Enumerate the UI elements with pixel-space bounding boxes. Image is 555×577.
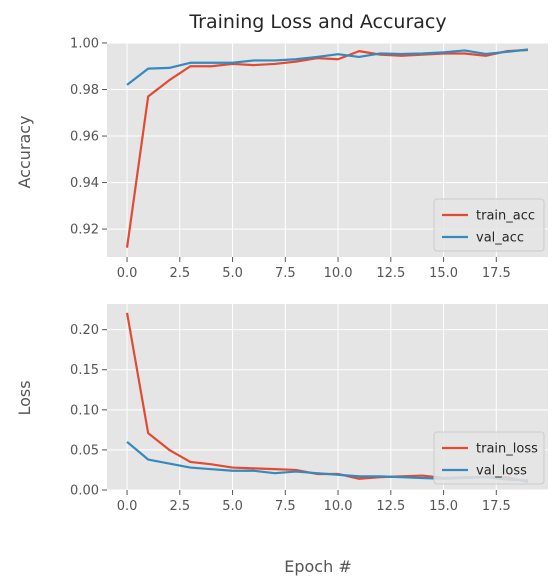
figure-title: Training Loss and Accuracy (188, 11, 446, 33)
accuracy-x-tick-label: 7.5 (275, 266, 296, 281)
loss-x-tick-label: 10.0 (324, 499, 353, 514)
accuracy-legend-label-val-acc: val_acc (476, 231, 524, 246)
loss-y-tick-label: 0.15 (70, 363, 99, 378)
loss-y-tick-label: 0.00 (70, 484, 99, 499)
accuracy-series-line-val-acc (126, 48, 529, 86)
loss-legend-label-train-loss: train_loss (476, 442, 538, 457)
accuracy-x-tick-label: 17.5 (482, 266, 511, 281)
loss-x-tick-label: 2.5 (169, 499, 190, 514)
loss-x-tick-label: 0.0 (117, 499, 138, 514)
accuracy-panel: 0.92 0.94 0.96 0.98 1.00 0.0 2.5 5.0 7.5 10.0 12.5… (15, 37, 548, 281)
accuracy-x-tick-label: 0.0 (117, 266, 138, 281)
loss-x-tick-label: 7.5 (275, 499, 296, 514)
loss-x-tick-label: 17.5 (482, 499, 511, 514)
accuracy-y-tick-label: 0.92 (70, 223, 99, 238)
loss-x-tick-label: 12.5 (376, 499, 405, 514)
loss-panel: 0.00 0.05 0.10 0.15 0.20 0.0 2.5 5.0 7.5 10.0 12.5… (15, 304, 548, 514)
loss-y-axis-label: Loss (15, 380, 34, 415)
accuracy-y-tick-label: 0.98 (70, 83, 99, 98)
accuracy-y-axis-label: Accuracy (15, 115, 34, 188)
x-axis-label: Epoch # (284, 557, 351, 576)
accuracy-y-tick-label: 1.00 (70, 37, 99, 52)
accuracy-x-tick-label: 15.0 (429, 266, 458, 281)
accuracy-legend-label-train-acc: train_acc (476, 209, 535, 224)
loss-x-tick-label: 5.0 (222, 499, 243, 514)
accuracy-x-tick-label: 10.0 (324, 266, 353, 281)
loss-y-tick-label: 0.20 (70, 323, 99, 338)
accuracy-x-tick-label: 2.5 (169, 266, 190, 281)
loss-legend-label-val-loss: val_loss (476, 464, 527, 479)
loss-y-tick-label: 0.05 (70, 443, 99, 458)
accuracy-x-tick-label: 5.0 (222, 266, 243, 281)
accuracy-y-tick-label: 0.96 (70, 130, 99, 145)
loss-x-tick-label: 15.0 (429, 499, 458, 514)
accuracy-series-line-train-acc (125, 48, 529, 248)
loss-y-tick-label: 0.10 (70, 403, 99, 418)
accuracy-y-tick-label: 0.94 (70, 176, 99, 191)
accuracy-x-tick-label: 12.5 (376, 266, 405, 281)
